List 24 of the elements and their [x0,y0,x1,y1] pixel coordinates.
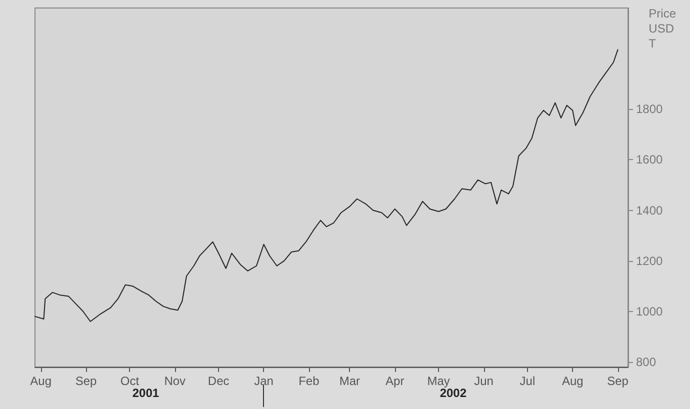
line-series [34,49,618,322]
x-tick-label: Jul [520,374,536,388]
x-tick-label: Aug [562,374,584,388]
x2-tick-label: 2001 [132,386,160,400]
x-tick-label: Sep [607,374,629,388]
x-tick-label: Sep [75,374,97,388]
y-tick-label: 1600 [636,152,664,167]
x-tick-label: Mar [339,374,360,388]
x-tick-label: Jan [254,374,274,388]
x-tick-label: Dec [208,374,230,388]
y-tick-label: 1400 [636,203,664,218]
x-tick-label: Aug [30,374,52,388]
x-tick-label: Nov [164,374,186,388]
y-tick-label: 1000 [636,304,664,318]
x-tick-label: May [427,374,450,388]
x-tick-label: Jun [474,374,494,388]
y-tick-label: 1800 [636,102,664,116]
x-tick-label: Apr [386,374,404,388]
y-tick-label: 1200 [636,254,664,268]
y-axis-title: Price USD T [648,6,676,50]
x2-tick-label: 2002 [440,386,467,400]
x-tick-label: Feb [298,374,320,388]
x-tick-label: Oct [120,374,140,388]
y-tick-label: 800 [636,354,656,369]
